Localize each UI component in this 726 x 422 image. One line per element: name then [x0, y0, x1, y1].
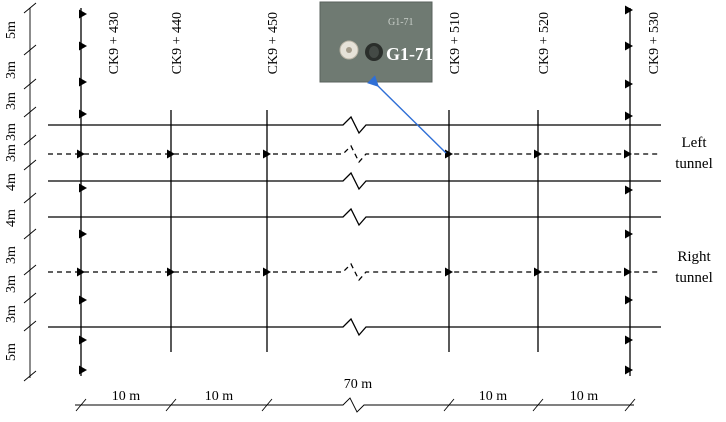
station-label-530: CK9 + 530 — [647, 12, 662, 74]
left-tick-6 — [23, 159, 37, 171]
monitoring-point-arrow — [624, 149, 632, 159]
spacing-label-2: 3m — [4, 61, 19, 79]
surface-point-arrow — [79, 229, 87, 239]
bottom-spacing-label-4: 10 m — [479, 389, 508, 404]
left-tick-3 — [23, 78, 37, 90]
left-tick-8 — [23, 228, 37, 240]
monitoring-point-arrow — [263, 267, 271, 277]
surface-point-arrow — [79, 41, 87, 51]
right-tunnel-upper-wall — [48, 207, 661, 227]
surface-point-arrow — [625, 5, 633, 15]
surface-point-arrow — [625, 365, 633, 375]
left-dimension-axis — [23, 2, 37, 382]
left-tunnel-lower-wall — [48, 171, 661, 191]
bottom-spacing-label-3: 70 m — [344, 377, 373, 392]
monitoring-point-arrow — [167, 267, 175, 277]
monitoring-point-arrow — [167, 149, 175, 159]
spacing-label-7: 4m — [4, 209, 19, 227]
left-tick-11 — [23, 320, 37, 332]
surface-point-arrow — [79, 109, 87, 119]
monitoring-point-photo: G1-71 G1-71 — [319, 1, 433, 83]
section-lines — [80, 8, 631, 376]
spacing-label-4: 3m — [4, 123, 19, 141]
bottom-spacing-label-1: 10 m — [112, 389, 141, 404]
surface-point-arrow — [79, 183, 87, 193]
surface-point-arrow — [625, 41, 633, 51]
spacing-label-11: 5m — [4, 343, 19, 361]
right-tunnel-label-line2: tunnel — [675, 270, 713, 286]
spacing-label-10: 3m — [4, 305, 19, 323]
bottom-tick-1 — [75, 398, 87, 412]
monitoring-point-arrow — [534, 149, 542, 159]
surface-point-arrow — [79, 295, 87, 305]
monitoring-point-arrow — [445, 149, 453, 159]
bottom-dimension-axis: 10 m 10 m 70 m 10 m 10 m — [75, 377, 636, 413]
photo-label-top: G1-71 — [388, 17, 414, 28]
left-tick-2 — [23, 44, 37, 56]
bottom-spacing-label-2: 10 m — [205, 389, 234, 404]
spacing-label-3: 3m — [4, 92, 19, 110]
monitoring-point-arrow — [77, 149, 85, 159]
bottom-tick-2 — [165, 398, 177, 412]
left-tick-5 — [23, 134, 37, 146]
bottom-tick-5 — [532, 398, 544, 412]
monitoring-point-arrow — [624, 267, 632, 277]
left-tunnel-upper-wall — [48, 115, 661, 135]
monitoring-point-arrow — [445, 267, 453, 277]
surface-point-arrow — [79, 9, 87, 19]
spacing-label-9: 3m — [4, 275, 19, 293]
bottom-tick-4 — [443, 398, 455, 412]
photo-label: G1-71 — [386, 44, 433, 64]
surface-point-arrow — [625, 229, 633, 239]
surface-point-arrow — [625, 335, 633, 345]
station-label-520: CK9 + 520 — [537, 12, 552, 74]
left-tick-12 — [23, 370, 37, 382]
surface-point-arrow — [625, 111, 633, 121]
left-tick-4 — [23, 106, 37, 118]
surface-point-arrow — [625, 185, 633, 195]
station-label-510: CK9 + 510 — [448, 12, 463, 74]
right-tunnel-label-line1: Right — [677, 249, 711, 265]
tunnel-lines — [48, 115, 661, 337]
monitoring-point-arrow — [263, 149, 271, 159]
spacing-label-5: 3m — [4, 144, 19, 162]
monitoring-points — [77, 5, 633, 375]
station-label-450: CK9 + 450 — [266, 12, 281, 74]
surface-point-arrow — [79, 335, 87, 345]
right-tunnel-centerline — [48, 262, 661, 282]
spacing-label-1: 5m — [4, 21, 19, 39]
left-tunnel-label-line1: Left — [682, 135, 708, 151]
station-label-440: CK9 + 440 — [170, 12, 185, 74]
surface-point-arrow — [625, 79, 633, 89]
left-tunnel-centerline — [48, 144, 661, 164]
spacing-label-6: 4m — [4, 173, 19, 191]
surface-point-arrow — [79, 77, 87, 87]
bottom-tick-3 — [261, 398, 273, 412]
spacing-label-8: 3m — [4, 246, 19, 264]
tunnel-labels: Left tunnel Right tunnel — [675, 135, 713, 286]
left-tick-9 — [23, 264, 37, 276]
surface-point-arrow — [79, 365, 87, 375]
station-label-430: CK9 + 430 — [107, 12, 122, 74]
monitoring-point-arrow — [77, 267, 85, 277]
monitoring-point-arrow — [534, 267, 542, 277]
left-tick-7 — [23, 192, 37, 204]
left-tunnel-label-line2: tunnel — [675, 156, 713, 172]
bottom-spacing-label-5: 10 m — [570, 389, 599, 404]
left-spacing-labels: 5m 3m 3m 3m 3m 4m 4m 3m 3m 3m 5m — [4, 21, 19, 361]
right-tunnel-lower-wall — [48, 317, 661, 337]
photo-pointer-arrow — [367, 75, 447, 154]
bottom-tick-6 — [624, 398, 636, 412]
left-tick-1 — [23, 2, 37, 14]
left-tick-10 — [23, 292, 37, 304]
station-labels: CK9 + 430 CK9 + 440 CK9 + 450 CK9 + 510 … — [107, 12, 662, 74]
surface-point-arrow — [625, 295, 633, 305]
